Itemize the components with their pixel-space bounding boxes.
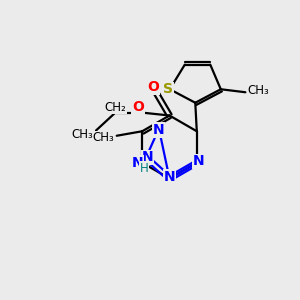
Text: S: S — [163, 82, 173, 96]
Text: CH₃: CH₃ — [248, 84, 269, 97]
Text: N: N — [142, 150, 153, 164]
Text: O: O — [147, 80, 159, 94]
Text: O: O — [132, 100, 144, 114]
Text: CH₃: CH₃ — [71, 128, 93, 141]
Text: CH₂: CH₂ — [105, 100, 126, 114]
Text: CH₃: CH₃ — [93, 131, 114, 144]
Text: H: H — [140, 162, 149, 175]
Text: N: N — [132, 156, 143, 170]
Text: N: N — [153, 123, 165, 137]
Text: N: N — [164, 170, 175, 184]
Text: N: N — [193, 154, 204, 168]
